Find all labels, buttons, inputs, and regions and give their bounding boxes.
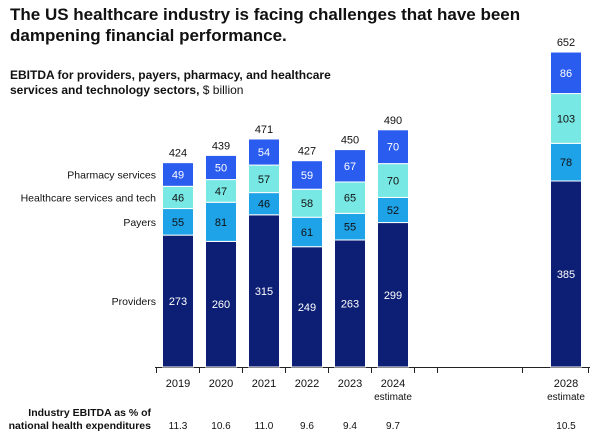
bar-value-label: 260 <box>212 299 230 311</box>
chart-subtitle: EBITDA for providers, payers, pharmacy, … <box>10 68 370 98</box>
headline: The US healthcare industry is facing cha… <box>10 5 521 45</box>
bar-value-label: 273 <box>169 296 187 308</box>
x-tick-label: 2028 <box>554 378 578 390</box>
bar-segment-pharmacy-services <box>291 160 323 190</box>
bar-value-label: 70 <box>387 142 399 154</box>
bar-segment-pharmacy-services <box>162 162 194 187</box>
bar-segment-providers <box>291 246 323 368</box>
x-tick-sublabel: estimate <box>374 392 412 403</box>
bar-value-label: 385 <box>557 269 575 281</box>
footer-row-label-line1: Industry EBITDA as % of <box>28 407 151 419</box>
bar-total-label: 490 <box>384 115 402 127</box>
bar-segment-payers <box>205 201 237 242</box>
chart-subtitle-unit: $ billion <box>202 83 244 97</box>
bar-value-label: 263 <box>341 298 359 310</box>
bar-segment-providers <box>162 234 194 368</box>
bar-segment-pharmacy-services <box>248 138 280 166</box>
footer-row-value: 9.7 <box>386 421 400 432</box>
bar-value-label: 86 <box>560 68 572 80</box>
bar-total-label: 427 <box>298 146 316 158</box>
bar-value-label: 249 <box>298 302 316 314</box>
legend-label-providers: Providers <box>112 296 156 308</box>
bar-total-label: 450 <box>341 135 359 147</box>
bar-value-label: 46 <box>172 192 184 204</box>
bar-total-label: 424 <box>169 148 187 160</box>
bar-value-label: 57 <box>258 174 270 186</box>
bar-value-label: 54 <box>258 147 270 159</box>
bar-segment-providers <box>248 214 280 368</box>
bar-segment-payers <box>550 142 582 182</box>
bar-value-label: 103 <box>557 113 575 125</box>
footer-row-value: 10.6 <box>211 421 231 432</box>
x-tick-label: 2023 <box>338 378 362 390</box>
bar-value-label: 47 <box>215 186 227 198</box>
bar-segment-payers <box>334 212 366 241</box>
legend-label-pharmacy-services: Pharmacy services <box>67 169 156 181</box>
bar-value-label: 81 <box>215 217 227 229</box>
bar-value-label: 315 <box>255 286 273 298</box>
footer-row-value: 9.4 <box>343 421 357 432</box>
footer-row-value: 11.0 <box>255 421 274 432</box>
bar-segment-pharmacy-services <box>205 154 237 181</box>
bar-value-label: 52 <box>387 205 399 217</box>
bar-segment-healthcare-services-tech <box>334 181 366 214</box>
bar-total-label: 471 <box>255 124 273 136</box>
bar-value-label: 78 <box>560 157 572 169</box>
bar-value-label: 46 <box>258 199 270 211</box>
x-tick-sublabel: estimate <box>547 392 585 403</box>
bar-segment-healthcare-services-tech <box>550 93 582 144</box>
bar-value-label: 61 <box>301 227 313 239</box>
bar-segment-healthcare-services-tech <box>377 163 409 198</box>
bar-segment-pharmacy-services <box>377 129 409 165</box>
bar-value-label: 49 <box>172 169 184 181</box>
bar-segment-healthcare-services-tech <box>291 188 323 218</box>
bar-segment-providers <box>334 239 366 368</box>
bar-value-label: 65 <box>344 193 356 205</box>
x-tick-label: 2019 <box>166 378 190 390</box>
bar-segment-pharmacy-services <box>334 149 366 183</box>
bar-value-label: 55 <box>172 217 184 229</box>
chart-subtitle-text: EBITDA for providers, payers, pharmacy, … <box>10 68 331 97</box>
bar-value-label: 55 <box>344 222 356 234</box>
bar-total-label: 439 <box>212 140 230 152</box>
bar-value-label: 58 <box>301 198 313 210</box>
legend-label-payers: Payers <box>123 217 156 229</box>
bar-total-label: 652 <box>557 37 575 49</box>
legend-label-healthcare-services-tech: Healthcare services and tech <box>21 192 157 204</box>
bar-segment-pharmacy-services <box>550 51 582 95</box>
x-tick-label: 2024 <box>381 378 405 390</box>
bar-value-label: 67 <box>344 161 356 173</box>
x-tick-label: 2021 <box>252 378 276 390</box>
bar-segment-payers <box>291 216 323 248</box>
x-tick-label: 2020 <box>209 378 233 390</box>
bar-segment-payers <box>162 208 194 236</box>
bar-value-label: 299 <box>384 290 402 302</box>
footer-row-value: 10.5 <box>556 421 576 432</box>
bar-segment-providers <box>550 180 582 368</box>
bar-value-label: 59 <box>301 170 313 182</box>
footer-row-label-line2: national health expenditures <box>9 420 152 432</box>
footer-row-value: 9.6 <box>300 421 314 432</box>
x-tick-label: 2022 <box>295 378 319 390</box>
bar-value-label: 70 <box>387 176 399 188</box>
bar-value-label: 50 <box>215 162 227 174</box>
footer-row-value: 11.3 <box>169 421 188 432</box>
